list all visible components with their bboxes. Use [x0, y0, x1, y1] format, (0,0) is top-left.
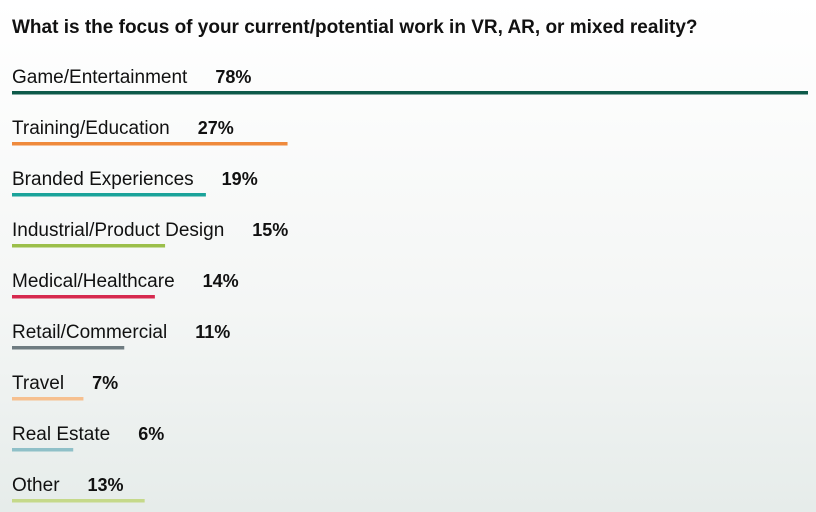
- chart-title: What is the focus of your current/potent…: [12, 17, 698, 38]
- category-label: Retail/Commercial: [12, 322, 167, 343]
- category-label: Medical/Healthcare: [12, 271, 175, 292]
- bar: [12, 295, 155, 299]
- value-label: 11%: [195, 322, 230, 342]
- category-label: Travel: [12, 373, 64, 394]
- value-label: 7%: [92, 373, 118, 393]
- category-label: Training/Education: [12, 118, 170, 139]
- bar: [12, 397, 84, 401]
- category-label: Industrial/Product Design: [12, 220, 224, 241]
- category-label: Game/Entertainment: [12, 67, 188, 88]
- bar: [12, 244, 166, 248]
- value-label: 27%: [198, 118, 234, 138]
- bar: [12, 91, 808, 95]
- category-label: Branded Experiences: [12, 169, 194, 190]
- bar: [12, 142, 288, 146]
- value-label: 19%: [222, 169, 258, 189]
- category-label: Other: [12, 475, 60, 496]
- value-label: 78%: [215, 67, 251, 87]
- bar: [12, 193, 206, 197]
- bar: [12, 448, 74, 452]
- bar: [12, 346, 125, 350]
- value-label: 6%: [138, 424, 164, 444]
- value-label: 14%: [203, 271, 239, 291]
- category-label: Real Estate: [12, 424, 110, 445]
- value-label: 15%: [252, 220, 288, 240]
- value-label: 13%: [88, 475, 124, 495]
- bar: [12, 499, 145, 503]
